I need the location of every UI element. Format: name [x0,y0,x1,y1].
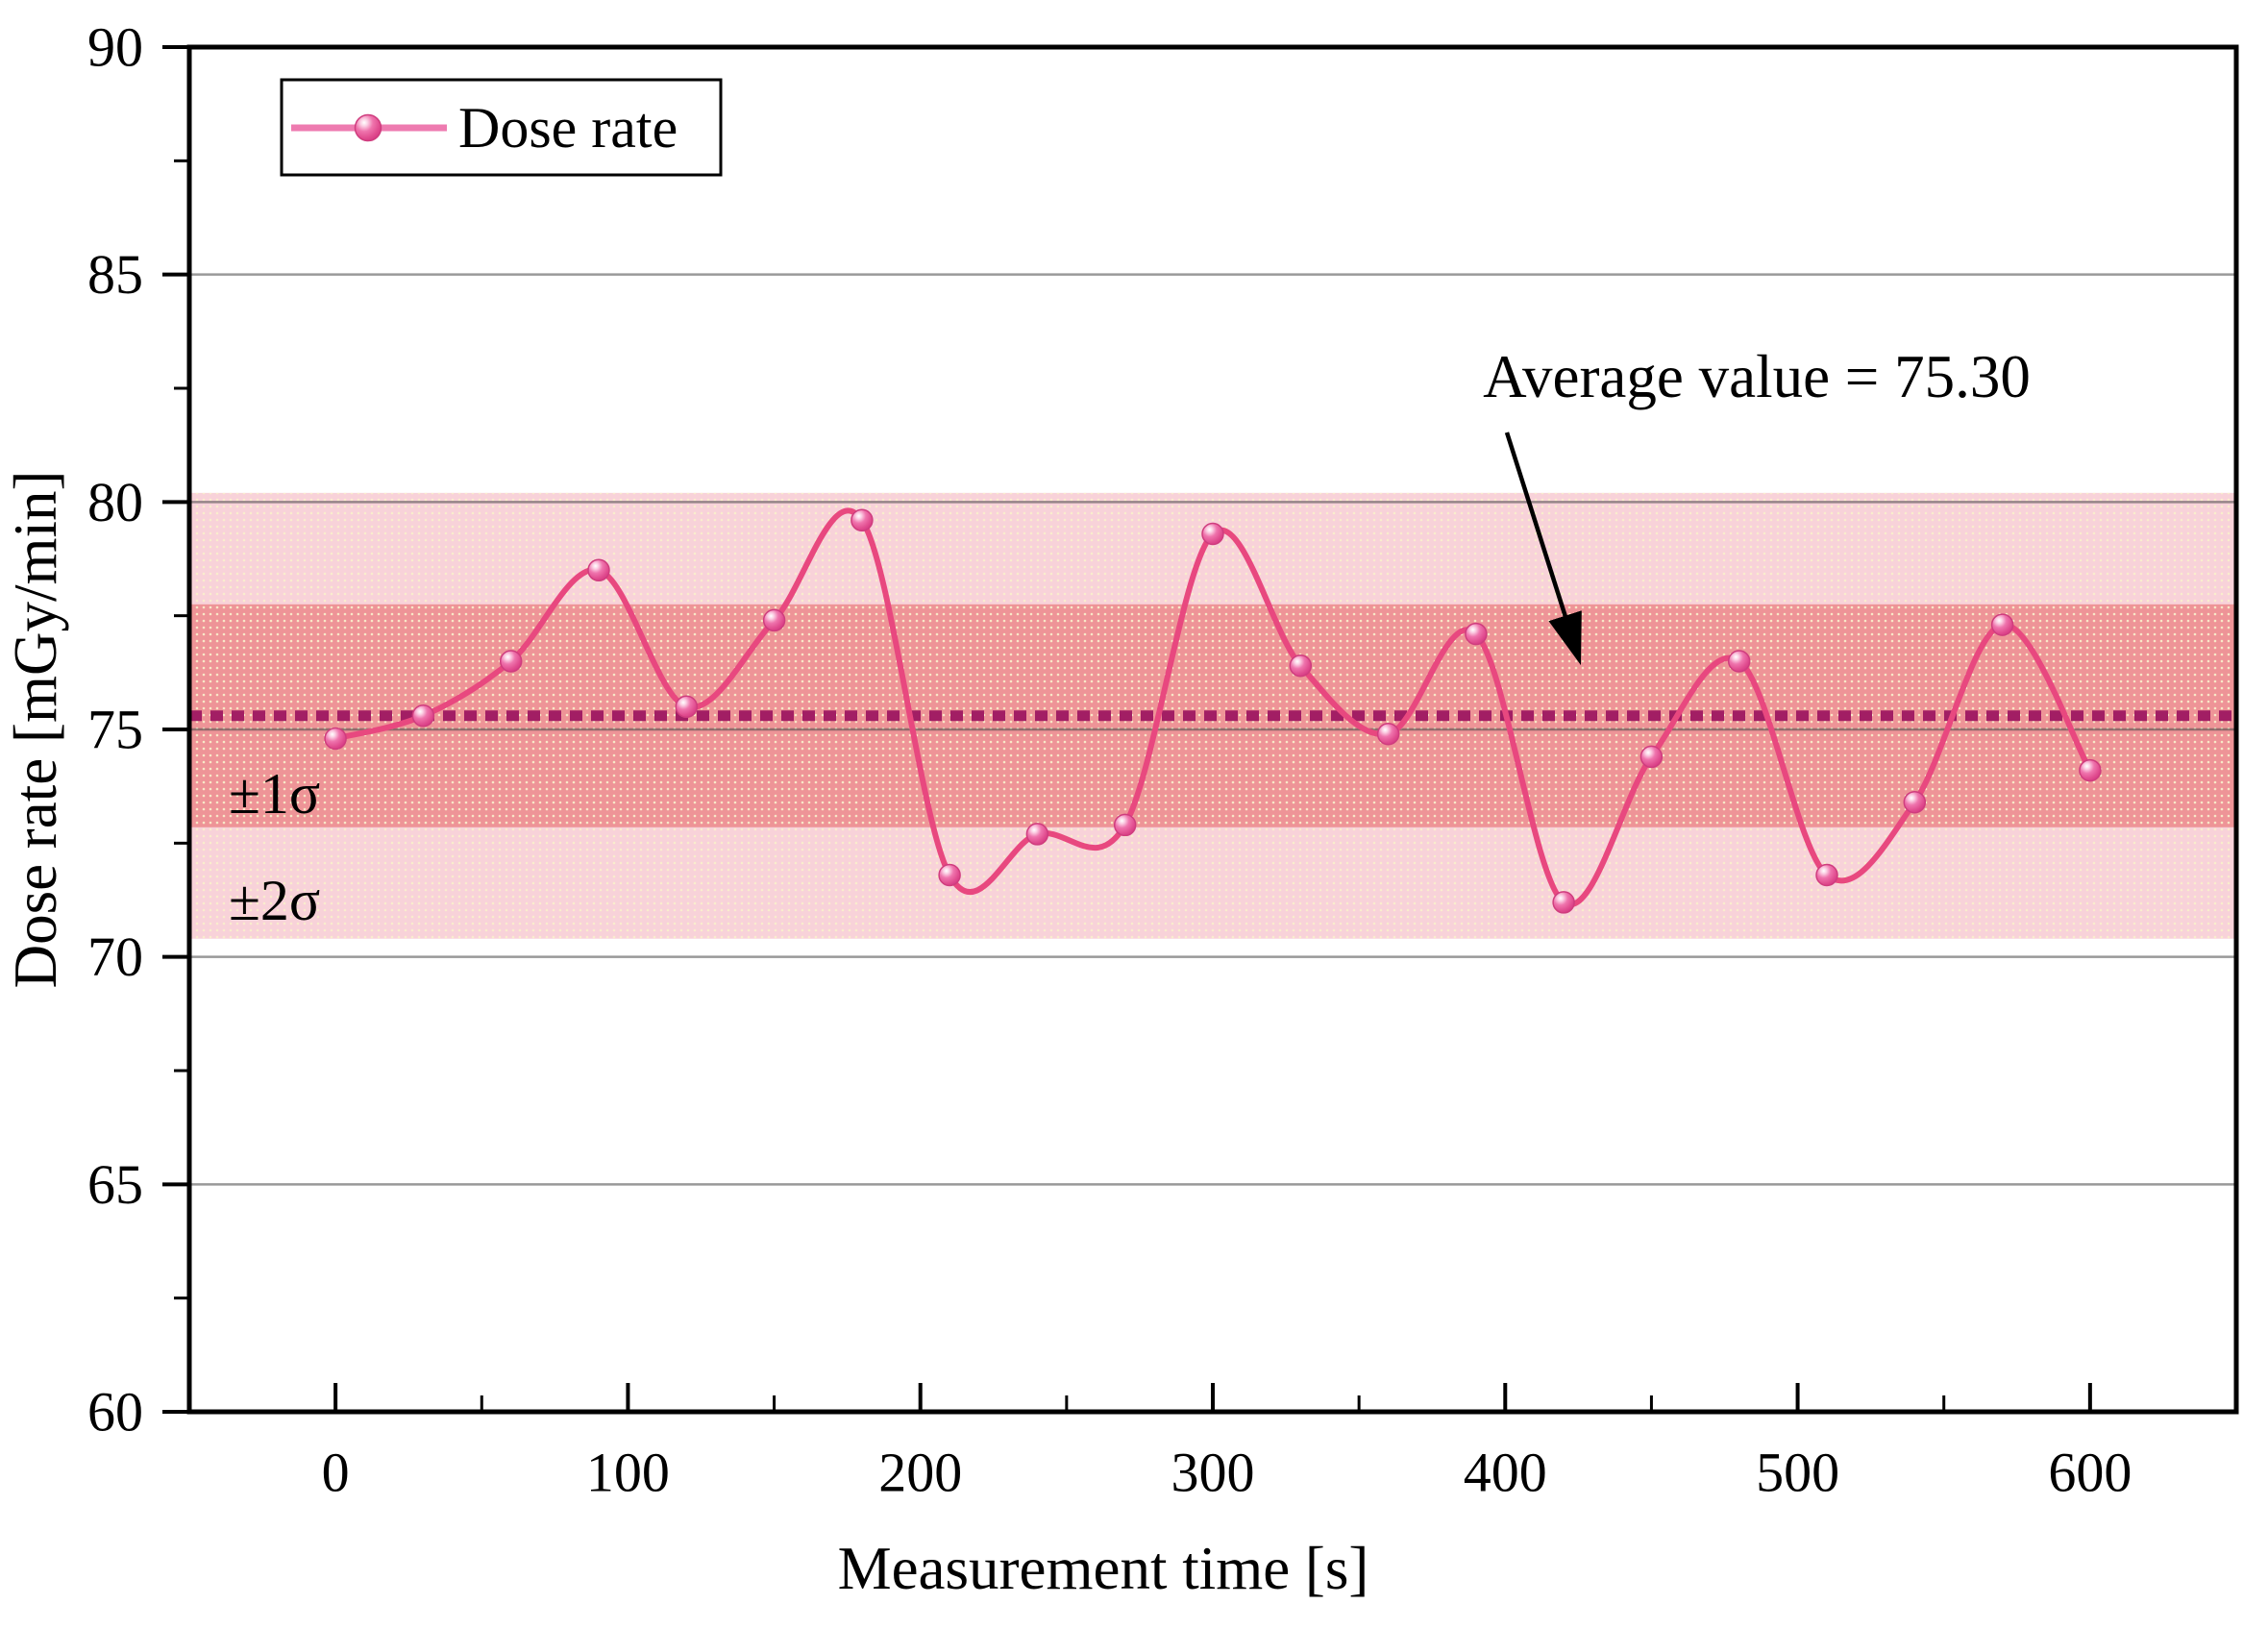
y-tick-label: 90 [87,16,143,79]
data-point [762,608,786,632]
sigma2-label: ±2σ [229,869,320,932]
y-tick-label: 65 [87,1153,143,1216]
data-point [675,695,699,719]
gridlines [189,273,2236,1186]
data-point [1113,813,1137,837]
data-point [1727,650,1751,673]
average-annotation: Average value = 75.30 [1483,343,2031,410]
x-tick-label: 300 [1171,1442,1255,1504]
plot-border [186,44,2239,1415]
data-point [1465,622,1488,646]
data-point [850,508,874,532]
x-axis-label: Measurement time [s] [838,1535,1369,1602]
legend: Dose rate [280,78,723,177]
data-point [938,863,961,887]
x-tick-label: 600 [2048,1442,2132,1504]
annotation-arrow [1504,432,1582,666]
axis-ticks [162,45,2092,1414]
x-tick-label: 100 [586,1442,670,1504]
x-tick-label: 400 [1464,1442,1547,1504]
data-point [499,650,523,673]
sigma1-label: ±1σ [229,762,320,826]
y-tick-label: 80 [87,471,143,533]
x-tick-label: 200 [878,1442,962,1504]
y-axis-label: Dose rate [mGy/min] [2,471,69,989]
data-point [1376,722,1400,746]
data-point [1639,745,1664,769]
y-tick-label: 75 [87,699,143,761]
data-series [324,507,2102,914]
data-point [1201,522,1224,546]
legend-marker-icon [354,113,382,142]
data-point [1289,654,1313,678]
data-point [1990,613,2014,636]
data-point [1025,823,1049,846]
y-tick-label: 85 [87,243,143,306]
data-point [1552,891,1575,914]
data-point [1815,863,1838,887]
axis-tick-labels: 0 100 200 300 400 500 600 60 65 70 75 80 85 90 [87,16,2132,1504]
data-point [2079,758,2102,782]
legend-entry-label: Dose rate [458,96,678,160]
data-point [411,704,435,728]
data-point [324,727,347,751]
data-point [587,558,610,582]
data-point [1903,790,1927,814]
x-tick-label: 0 [322,1442,350,1504]
y-tick-label: 70 [87,926,143,988]
x-tick-label: 500 [1756,1442,1839,1504]
y-tick-label: 60 [87,1381,143,1444]
